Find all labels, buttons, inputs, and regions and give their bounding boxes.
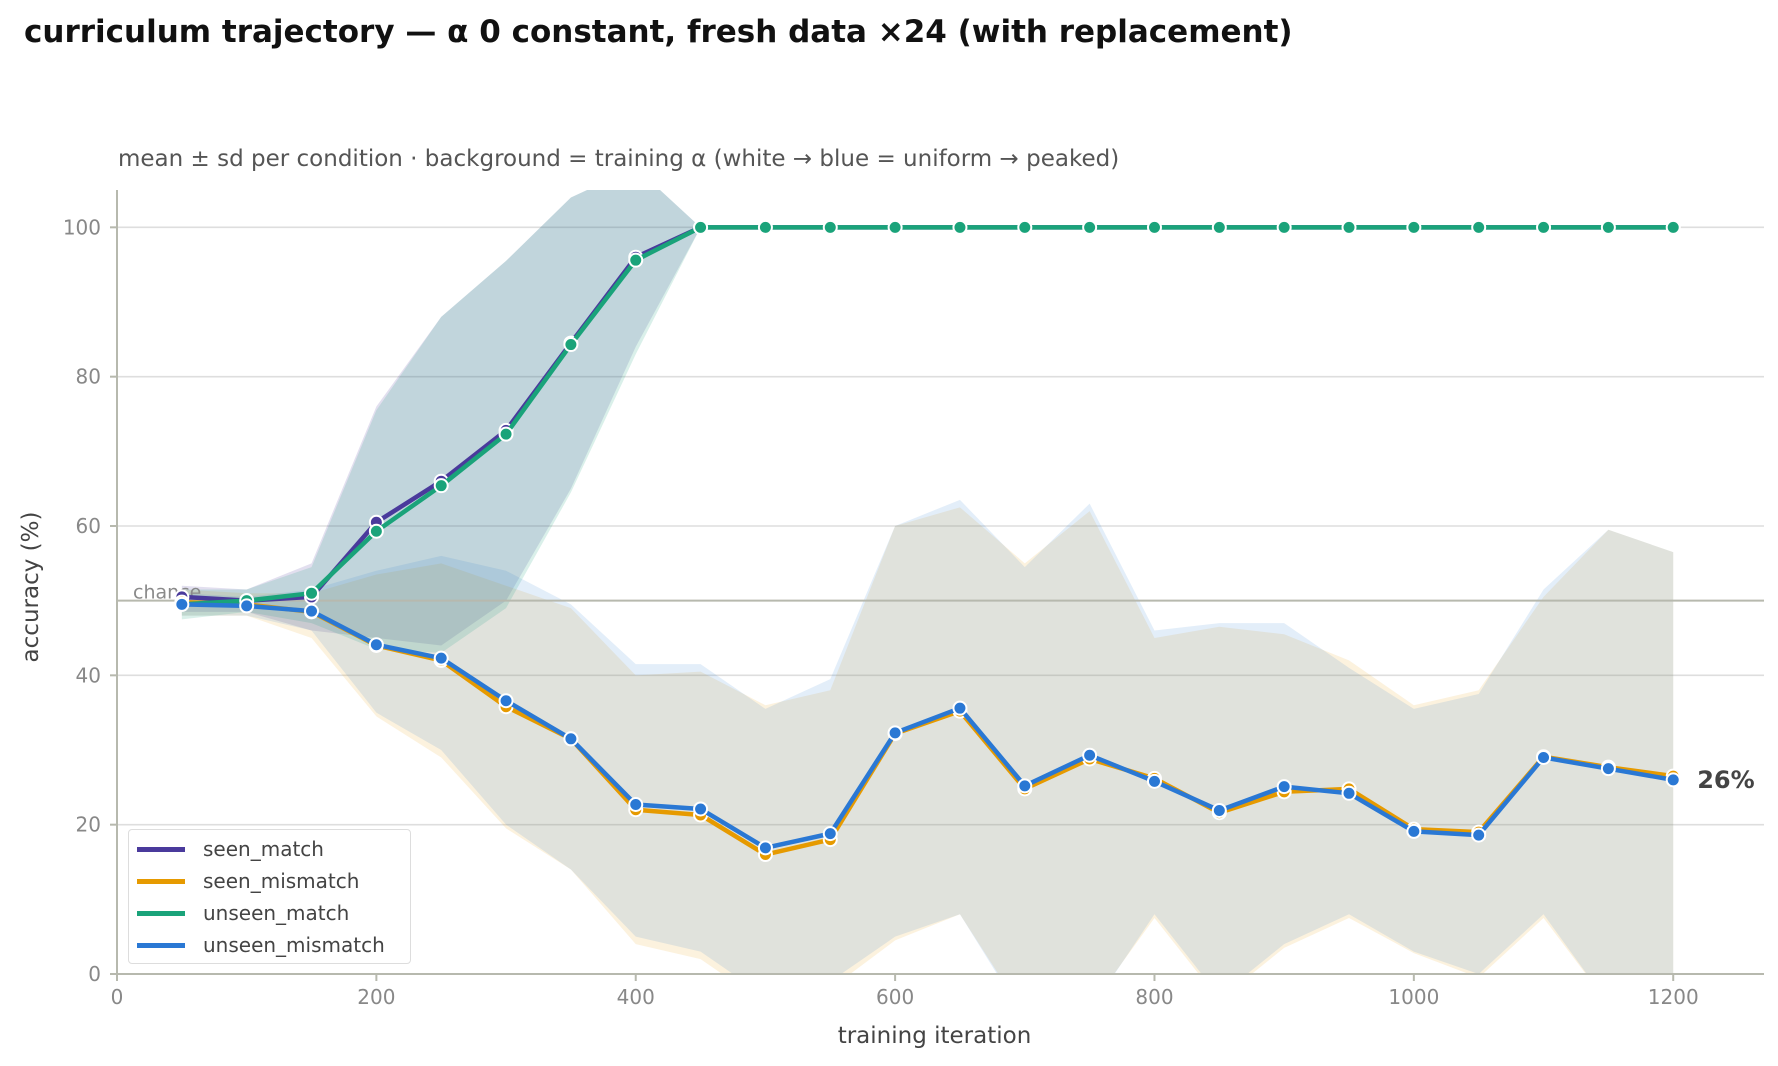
y-tick-label: 60 (76, 514, 101, 538)
axes-layer (110, 190, 1764, 981)
data-point-unseen_match (1211, 219, 1227, 235)
data-point-unseen_match (368, 523, 384, 539)
sd-band-unseen_mismatch (181, 499, 1674, 974)
legend-label: seen_match (203, 837, 324, 861)
legend-item-seen_mismatch: seen_mismatch (137, 867, 359, 895)
data-point-unseen_mismatch (1536, 749, 1552, 765)
legend-label: unseen_mismatch (203, 933, 385, 957)
data-point-unseen_mismatch (628, 797, 644, 813)
data-point-unseen_match (1536, 219, 1552, 235)
data-point-unseen_mismatch (1600, 761, 1616, 777)
data-point-unseen_match (1146, 219, 1162, 235)
series-line-unseen_mismatch (179, 602, 1676, 851)
data-point-unseen_match (1276, 219, 1292, 235)
data-point-unseen_mismatch (498, 693, 514, 709)
data-point-unseen_mismatch (822, 826, 838, 842)
series-line-unseen_match (179, 225, 1676, 607)
data-point-unseen_mismatch (757, 840, 773, 856)
x-tick-label: 0 (111, 985, 124, 1009)
data-point-unseen_mismatch (563, 731, 579, 747)
x-tick-label: 200 (357, 985, 395, 1009)
legend-item-unseen_match: unseen_match (137, 899, 349, 927)
y-tick-label: 0 (88, 962, 101, 986)
data-point-unseen_mismatch (1276, 779, 1292, 795)
sd-band-unseen_match (181, 190, 1674, 653)
data-point-unseen_match (1406, 219, 1422, 235)
legend-label: seen_mismatch (203, 869, 360, 893)
data-point-unseen_mismatch (887, 725, 903, 741)
data-point-unseen_match (628, 252, 644, 268)
chart-subtitle: mean ± sd per condition · background = t… (118, 146, 1120, 172)
sd-band-seen_match (181, 190, 1674, 646)
end-value-annotation: 26% (1697, 766, 1754, 794)
data-point-unseen_mismatch (952, 700, 968, 716)
data-point-unseen_match (433, 478, 449, 494)
chart-title: curriculum trajectory — α 0 constant, fr… (24, 14, 1293, 50)
x-tick-label: 400 (617, 985, 655, 1009)
data-point-unseen_match (1471, 219, 1487, 235)
sd-band-seen_mismatch (181, 507, 1674, 974)
data-point-unseen_match (563, 337, 579, 353)
x-tick-label: 1200 (1648, 985, 1699, 1009)
legend-label: unseen_match (203, 901, 350, 925)
y-tick-label: 40 (76, 663, 101, 687)
data-point-unseen_match (498, 426, 514, 442)
data-point-unseen_mismatch (1341, 785, 1357, 801)
data-point-unseen_mismatch (1017, 778, 1033, 794)
series-lines-layer (174, 219, 1681, 863)
data-point-unseen_mismatch (433, 650, 449, 666)
data-point-unseen_mismatch (1406, 823, 1422, 839)
data-point-unseen_mismatch (368, 637, 384, 653)
x-axis-label: training iteration (838, 1023, 1032, 1049)
data-point-unseen_match (304, 585, 320, 601)
y-tick-label: 20 (76, 813, 101, 837)
data-point-unseen_match (693, 219, 709, 235)
data-point-unseen_match (1341, 219, 1357, 235)
data-point-unseen_mismatch (1082, 747, 1098, 763)
data-point-unseen_mismatch (1665, 772, 1681, 788)
data-point-unseen_match (887, 219, 903, 235)
data-point-unseen_match (1665, 219, 1681, 235)
legend-swatch (137, 878, 185, 884)
data-point-unseen_mismatch (239, 598, 255, 614)
legend-item-unseen_mismatch: unseen_mismatch (137, 931, 385, 959)
data-point-unseen_mismatch (1471, 827, 1487, 843)
x-tick-label: 1000 (1388, 985, 1439, 1009)
y-axis-label: accuracy (%) (18, 512, 44, 663)
data-point-unseen_match (1600, 219, 1616, 235)
data-point-unseen_match (822, 219, 838, 235)
data-point-unseen_match (952, 219, 968, 235)
legend-item-seen_match: seen_match (137, 835, 324, 863)
sd-bands-layer (181, 190, 1674, 974)
legend-swatch (137, 942, 185, 948)
data-point-unseen_mismatch (693, 801, 709, 817)
x-tick-label: 800 (1135, 985, 1173, 1009)
data-point-unseen_match (1082, 219, 1098, 235)
y-tick-label: 100 (63, 215, 101, 239)
data-point-unseen_match (757, 219, 773, 235)
legend-swatch (137, 846, 185, 852)
data-point-unseen_mismatch (1211, 802, 1227, 818)
labels-layer: 0 200 400 600 800 1000 1200 0 20 40 60 80 100 trainin… (18, 215, 1755, 1049)
data-point-unseen_mismatch (304, 603, 320, 619)
x-tick-label: 600 (876, 985, 914, 1009)
y-tick-label: 80 (76, 365, 101, 389)
data-point-unseen_mismatch (174, 596, 190, 612)
data-point-unseen_mismatch (1146, 773, 1162, 789)
data-point-unseen_match (1017, 219, 1033, 235)
legend-swatch (137, 910, 185, 916)
